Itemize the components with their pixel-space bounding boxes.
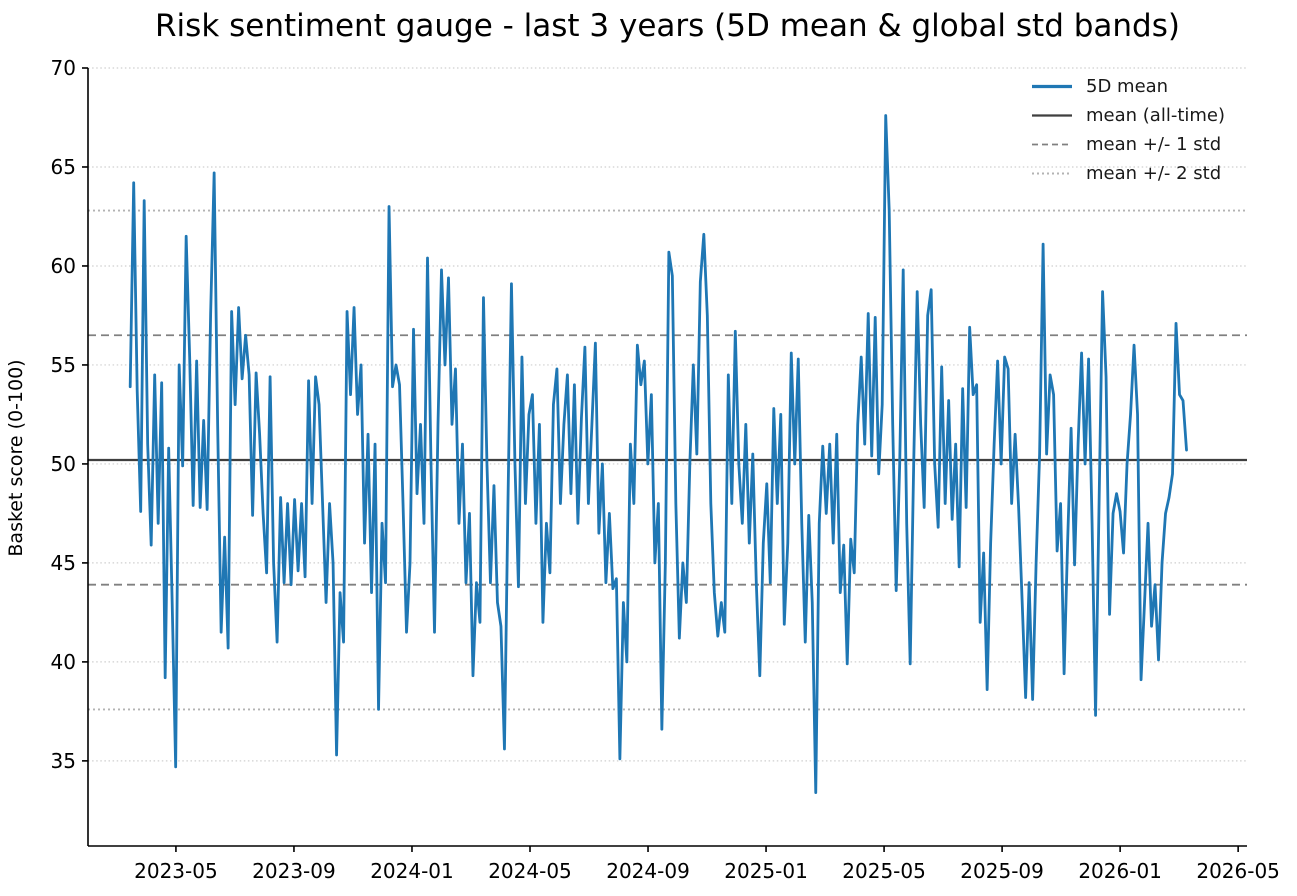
legend-item-plus-minus-1-std: mean +/- 1 std bbox=[1030, 132, 1225, 157]
y-tick-label: 50 bbox=[51, 452, 76, 476]
chart-title: Risk sentiment gauge - last 3 years (5D … bbox=[155, 8, 1180, 44]
y-tick-label: 40 bbox=[51, 650, 76, 674]
legend: 5D mean mean (all-time) mean +/- 1 std m… bbox=[1030, 74, 1225, 186]
legend-label: mean +/- 2 std bbox=[1086, 163, 1222, 184]
y-tick-label: 65 bbox=[51, 155, 76, 179]
legend-item-5d-mean: 5D mean bbox=[1030, 74, 1225, 99]
y-tick-label: 35 bbox=[51, 749, 76, 773]
legend-label: mean (all-time) bbox=[1086, 105, 1226, 126]
x-tick-label: 2025-01 bbox=[724, 859, 808, 883]
x-tick-label: 2023-09 bbox=[252, 859, 336, 883]
x-tick-label: 2025-09 bbox=[960, 859, 1044, 883]
x-tick-label: 2024-01 bbox=[370, 859, 454, 883]
y-tick-label: 55 bbox=[51, 353, 76, 377]
legend-line-sample-series bbox=[1032, 84, 1072, 89]
y-tick-label: 45 bbox=[51, 551, 76, 575]
legend-line-sample-mean bbox=[1032, 114, 1072, 117]
series-line-5d-mean bbox=[128, 114, 1188, 794]
y-tick-label: 70 bbox=[51, 56, 76, 80]
legend-label: mean +/- 1 std bbox=[1086, 134, 1222, 155]
legend-line-sample-std1 bbox=[1032, 143, 1072, 146]
x-tick-label: 2025-05 bbox=[842, 859, 926, 883]
x-tick-label: 2026-05 bbox=[1196, 859, 1280, 883]
legend-line-sample-std2 bbox=[1032, 172, 1072, 175]
legend-label: 5D mean bbox=[1086, 76, 1169, 97]
x-tick-label: 2024-05 bbox=[488, 859, 572, 883]
legend-item-mean-all-time: mean (all-time) bbox=[1030, 103, 1225, 128]
y-tick-label: 60 bbox=[51, 254, 76, 278]
x-tick-label: 2026-01 bbox=[1078, 859, 1162, 883]
x-tick-label: 2024-09 bbox=[606, 859, 690, 883]
x-tick-label: 2023-05 bbox=[134, 859, 218, 883]
legend-item-plus-minus-2-std: mean +/- 2 std bbox=[1030, 161, 1225, 186]
